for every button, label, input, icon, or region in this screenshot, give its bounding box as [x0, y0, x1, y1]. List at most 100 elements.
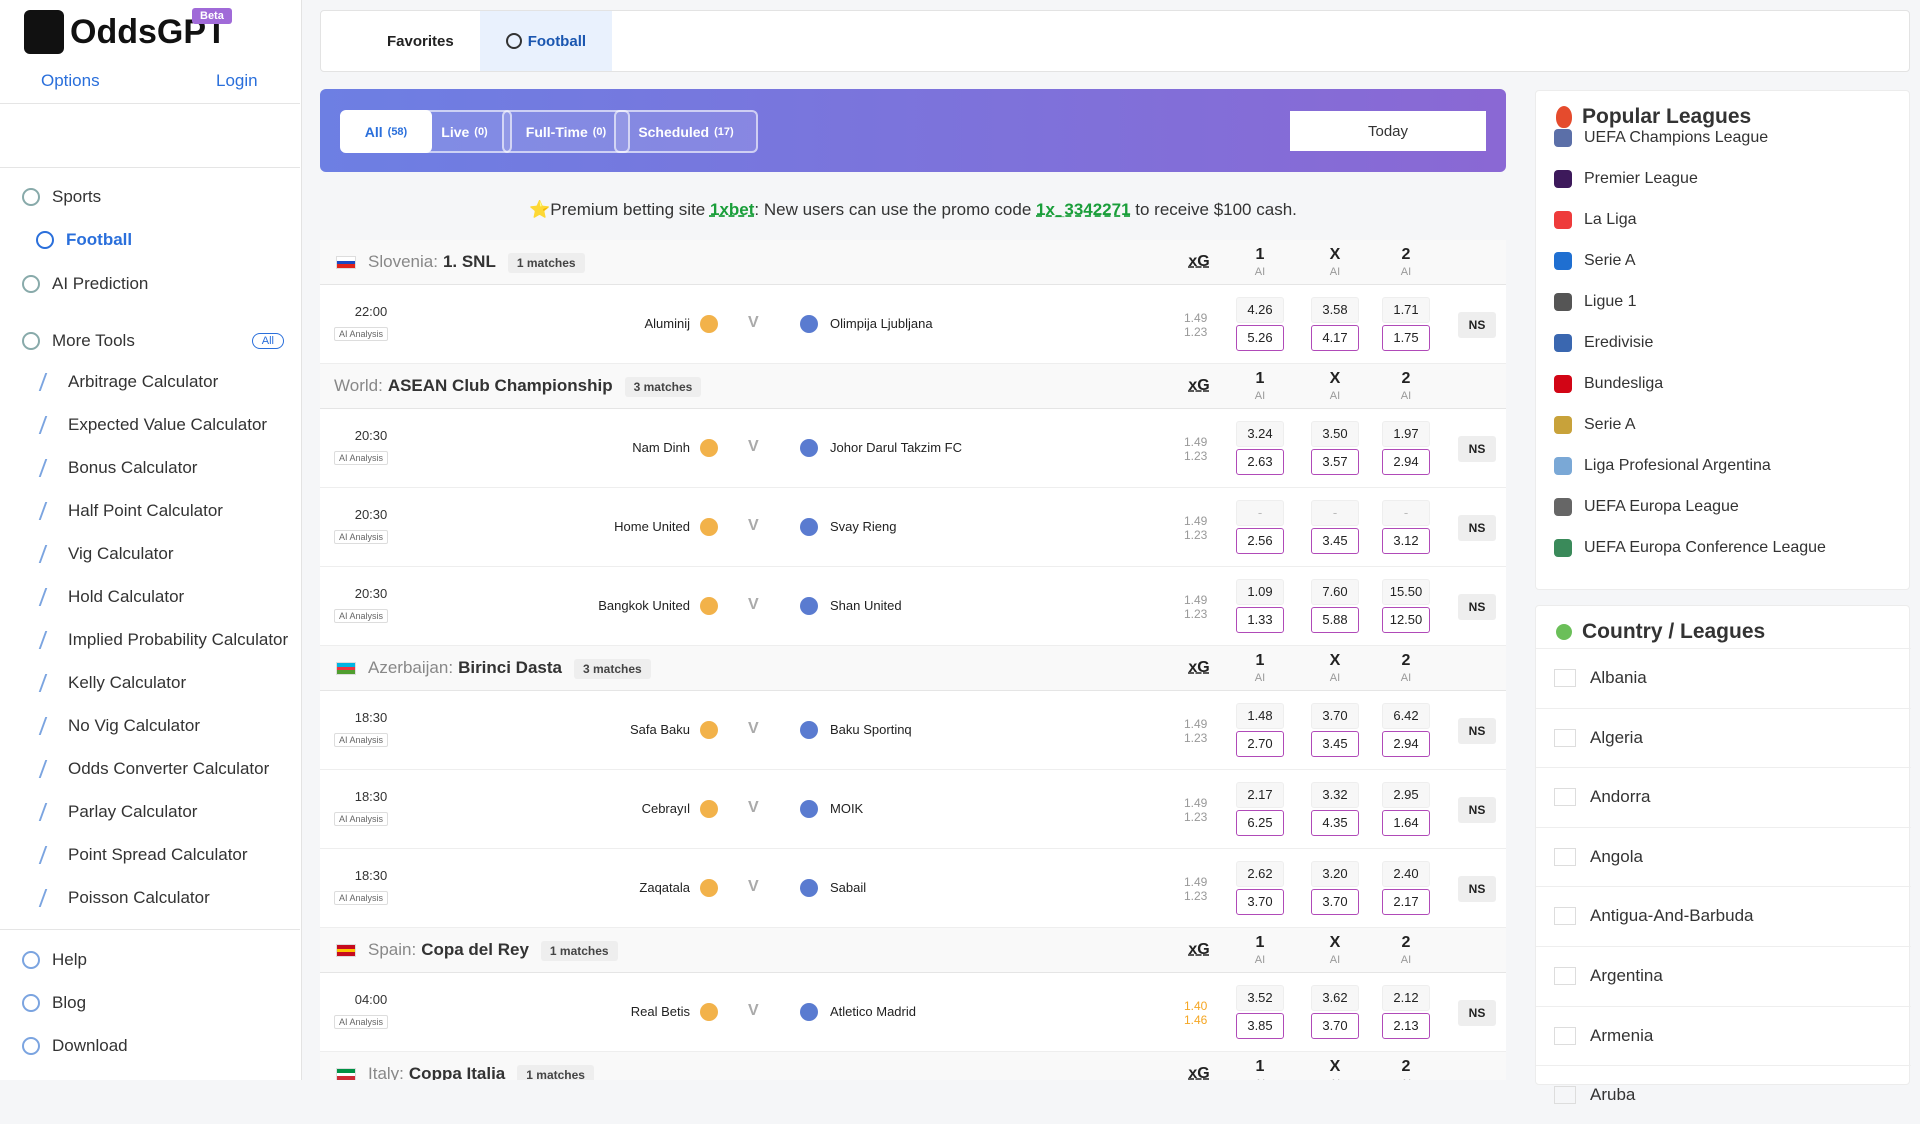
league-title[interactable]: Italy: Coppa Italia 1 matches — [368, 1064, 594, 1080]
country-item[interactable]: Armenia — [1536, 1005, 1911, 1065]
odds[interactable]: 2.17 — [1236, 782, 1284, 808]
filter-button[interactable]: Full-Time (0) — [502, 110, 630, 153]
footer-item[interactable]: Download — [22, 1031, 128, 1061]
checkbox[interactable] — [1554, 967, 1576, 985]
tool-item[interactable]: Half Point Calculator — [38, 501, 223, 521]
options-link[interactable]: Options — [41, 71, 100, 90]
ai-odds[interactable]: 3.12 — [1382, 528, 1430, 554]
league-title[interactable]: Spain: Copa del Rey 1 matches — [368, 940, 618, 961]
tool-item[interactable]: Vig Calculator — [38, 544, 174, 564]
odds[interactable]: 3.52 — [1236, 985, 1284, 1011]
tab[interactable]: Favorites — [361, 11, 480, 71]
league-link[interactable]: Serie A — [1554, 416, 1636, 434]
ai-analysis[interactable]: AI Analysis — [334, 530, 389, 544]
country-item[interactable]: Albania — [1536, 648, 1911, 707]
odds[interactable]: 1.97 — [1382, 421, 1430, 447]
ai-odds[interactable]: 2.94 — [1382, 449, 1430, 475]
filter-button[interactable]: All (58) — [340, 110, 432, 153]
match-row[interactable]: 20:30 AI Analysis Nam Dinh V Johor Darul Tak… — [320, 409, 1506, 488]
ai-odds[interactable]: 12.50 — [1382, 607, 1430, 633]
tool-item[interactable]: Implied Probability Calculator — [38, 630, 288, 650]
odds[interactable]: 3.24 — [1236, 421, 1284, 447]
country-item[interactable]: Andorra — [1536, 767, 1911, 826]
odds[interactable]: - — [1236, 500, 1284, 526]
tool-item[interactable]: Kelly Calculator — [38, 673, 186, 693]
ai-analysis[interactable]: AI Analysis — [334, 733, 389, 747]
tool-item[interactable]: Arbitrage Calculator — [38, 372, 218, 392]
checkbox[interactable] — [1554, 847, 1576, 866]
odds[interactable]: 7.60 — [1311, 579, 1359, 605]
odds[interactable]: 4.26 — [1236, 297, 1284, 323]
ai-odds[interactable]: 5.26 — [1236, 325, 1284, 351]
ai-odds[interactable]: 1.64 — [1382, 810, 1430, 836]
footer-item[interactable]: Help — [22, 945, 87, 975]
ai-odds[interactable]: 3.85 — [1236, 1013, 1284, 1039]
country-item[interactable]: Angola — [1536, 826, 1911, 886]
filter-button[interactable]: Live (0) — [417, 110, 512, 153]
odds[interactable]: 3.20 — [1311, 861, 1359, 887]
odds[interactable]: 1.48 — [1236, 703, 1284, 729]
odds[interactable]: 2.62 — [1236, 861, 1284, 887]
league-link[interactable]: Liga Profesional Argentina — [1554, 457, 1771, 475]
match-row[interactable]: 20:30 AI Analysis Home United V Svay Rieng 1.… — [320, 488, 1506, 567]
league-title[interactable]: Slovenia: 1. SNL 1 matches — [368, 252, 585, 273]
odds[interactable]: 3.70 — [1311, 703, 1359, 729]
match-row[interactable]: 18:30 AI Analysis Cebrayıl V MOIK 1.49 1.23 2.1… — [320, 770, 1506, 849]
tool-item[interactable]: Poisson Calculator — [38, 888, 210, 908]
tool-item[interactable]: Bonus Calculator — [38, 458, 197, 478]
odds[interactable]: 2.12 — [1382, 985, 1430, 1011]
ai-odds[interactable]: 2.70 — [1236, 731, 1284, 757]
odds[interactable]: 6.42 — [1382, 703, 1430, 729]
league-title[interactable]: World: ASEAN Club Championship 3 matches — [334, 376, 702, 397]
match-row[interactable]: 18:30 AI Analysis Zaqatala V Sabail 1.49 1.23 2… — [320, 849, 1506, 928]
ai-analysis[interactable]: AI Analysis — [334, 891, 389, 905]
tool-item[interactable]: No Vig Calculator — [38, 716, 200, 736]
ai-odds[interactable]: 2.13 — [1382, 1013, 1430, 1039]
league-link[interactable]: Eredivisie — [1554, 334, 1653, 352]
match-row[interactable]: 22:00 AI Analysis Aluminij V Olimpija Ljublj… — [320, 285, 1506, 364]
login-link[interactable]: Login — [216, 71, 258, 90]
promo-site[interactable]: 1xbet — [709, 200, 755, 219]
league-link[interactable]: La Liga — [1554, 211, 1637, 229]
odds[interactable]: 1.71 — [1382, 297, 1430, 323]
ai-odds[interactable]: 1.33 — [1236, 607, 1284, 633]
country-item[interactable]: Antigua-And-Barbuda — [1536, 886, 1911, 945]
odds[interactable]: 3.32 — [1311, 782, 1359, 808]
more-tools-item[interactable]: More Tools All — [22, 326, 284, 356]
league-link[interactable]: UEFA Champions League — [1554, 129, 1768, 147]
league-link[interactable]: Ligue 1 — [1554, 293, 1637, 311]
ai-prediction-item[interactable]: AI Prediction — [22, 269, 148, 299]
match-row[interactable]: 04:00 AI Analysis Real Betis V Atletico Madr… — [320, 973, 1506, 1052]
odds[interactable]: 15.50 — [1382, 579, 1430, 605]
ai-odds[interactable]: 2.63 — [1236, 449, 1284, 475]
tool-item[interactable]: Hold Calculator — [38, 587, 184, 607]
checkbox[interactable] — [1554, 1086, 1576, 1105]
checkbox[interactable] — [1554, 788, 1576, 807]
footer-item[interactable]: Blog — [22, 988, 86, 1018]
league-title[interactable]: Azerbaijan: Birinci Dasta 3 matches — [368, 658, 651, 679]
odds[interactable]: 2.95 — [1382, 782, 1430, 808]
odds[interactable]: - — [1382, 500, 1430, 526]
ai-odds[interactable]: 3.45 — [1311, 731, 1359, 757]
ai-odds[interactable]: 2.17 — [1382, 889, 1430, 915]
ai-analysis[interactable]: AI Analysis — [334, 451, 389, 465]
odds[interactable]: 3.62 — [1311, 985, 1359, 1011]
ai-odds[interactable]: 5.88 — [1311, 607, 1359, 633]
promo-code[interactable]: 1x_3342271 — [1036, 200, 1131, 219]
ai-analysis[interactable]: AI Analysis — [334, 609, 389, 623]
league-link[interactable]: UEFA Europa Conference League — [1554, 539, 1826, 557]
tool-item[interactable]: Parlay Calculator — [38, 802, 197, 822]
odds[interactable]: 3.58 — [1311, 297, 1359, 323]
filter-button[interactable]: Scheduled (17) — [614, 110, 758, 153]
ai-odds[interactable]: 3.70 — [1236, 889, 1284, 915]
date-picker[interactable]: Today — [1290, 111, 1486, 151]
league-link[interactable]: Bundesliga — [1554, 375, 1663, 393]
tool-item[interactable]: Expected Value Calculator — [38, 415, 267, 435]
checkbox[interactable] — [1554, 907, 1576, 926]
country-item[interactable]: Argentina — [1536, 946, 1911, 1005]
odds[interactable]: 2.40 — [1382, 861, 1430, 887]
ai-odds[interactable]: 3.57 — [1311, 449, 1359, 475]
ai-analysis[interactable]: AI Analysis — [334, 812, 389, 826]
league-link[interactable]: Premier League — [1554, 170, 1698, 188]
ai-odds[interactable]: 2.94 — [1382, 731, 1430, 757]
